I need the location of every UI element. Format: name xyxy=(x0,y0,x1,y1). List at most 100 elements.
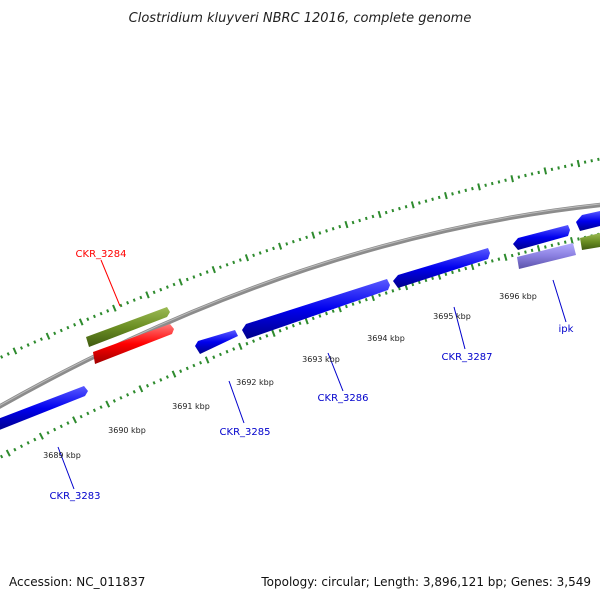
minor-tick xyxy=(504,178,507,182)
major-tick xyxy=(112,304,117,312)
minor-tick xyxy=(285,242,289,246)
minor-tick xyxy=(0,355,4,359)
minor-tick xyxy=(371,214,375,219)
minor-tick xyxy=(364,297,368,302)
leader-ckr-3287 xyxy=(453,306,466,350)
gene-arrow-right-blue[interactable] xyxy=(576,211,600,231)
map-title: Clostridium kluyveri NBRC 12016, complet… xyxy=(129,11,472,26)
minor-tick xyxy=(73,323,77,327)
minor-tick xyxy=(305,235,309,240)
gene-label-ckr-3285[interactable]: CKR_3285 xyxy=(220,427,271,438)
minor-tick xyxy=(33,340,37,344)
minor-tick xyxy=(59,424,63,429)
minor-tick xyxy=(577,237,580,241)
minor-tick xyxy=(524,173,527,178)
minor-tick xyxy=(331,309,335,313)
minor-tick xyxy=(431,197,434,201)
position-label: 3695 kbp xyxy=(433,312,471,321)
minor-tick xyxy=(563,164,567,169)
minor-tick xyxy=(192,363,196,368)
minor-tick xyxy=(86,411,90,416)
minor-tick xyxy=(391,208,395,213)
gene-arrow-ckr-3284[interactable] xyxy=(93,324,174,364)
major-tick xyxy=(344,220,349,229)
minor-tick xyxy=(544,245,547,249)
minor-tick xyxy=(583,160,587,164)
minor-tick xyxy=(185,366,189,371)
minor-tick xyxy=(398,206,401,211)
minor-tick xyxy=(517,175,521,179)
minor-tick xyxy=(0,454,4,459)
minor-tick xyxy=(351,302,355,306)
minor-tick xyxy=(517,252,521,256)
major-tick xyxy=(244,254,250,262)
minor-tick xyxy=(258,336,262,341)
minor-tick xyxy=(192,275,196,279)
minor-tick xyxy=(165,375,169,379)
minor-tick xyxy=(225,349,229,354)
gene-label-ckr-3283[interactable]: CKR_3283 xyxy=(50,491,101,502)
gene-arrow-right-green[interactable] xyxy=(580,233,600,250)
minor-tick xyxy=(19,346,24,350)
genome-summary-text: Topology: circular; Length: 3,896,121 bp… xyxy=(260,575,591,589)
minor-tick xyxy=(39,337,43,341)
gene-label-ckr-3287[interactable]: CKR_3287 xyxy=(442,352,493,363)
minor-tick xyxy=(218,265,222,269)
major-tick xyxy=(377,210,382,219)
minor-tick xyxy=(384,291,388,295)
minor-tick xyxy=(497,257,501,261)
minor-tick xyxy=(570,163,574,167)
gene-label-ckr-3286[interactable]: CKR_3286 xyxy=(318,393,369,404)
major-tick xyxy=(536,245,541,253)
minor-tick xyxy=(537,170,540,175)
minor-tick xyxy=(152,381,156,385)
minor-tick xyxy=(265,334,269,338)
minor-tick xyxy=(510,253,514,258)
gene-arrow-upstream-ipk[interactable] xyxy=(513,225,570,250)
minor-tick xyxy=(199,361,203,365)
leader-ckr-3283 xyxy=(57,446,75,490)
major-tick xyxy=(510,175,514,183)
gene-label-ipk[interactable]: ipk xyxy=(559,324,574,335)
major-tick xyxy=(304,317,309,325)
minor-tick xyxy=(557,166,560,170)
gene-arrow-ckr-3285[interactable] xyxy=(195,330,238,354)
gene-arrow-ckr-3283[interactable] xyxy=(0,386,88,431)
minor-tick xyxy=(86,317,90,321)
minor-tick xyxy=(112,399,116,403)
accession-text: Accession: NC_011837 xyxy=(9,575,145,589)
minor-tick xyxy=(457,268,461,273)
major-tick xyxy=(204,356,210,364)
gene-arrow-ipk[interactable] xyxy=(517,243,576,269)
gene-arrow-ckr-3286[interactable] xyxy=(242,279,390,339)
minor-tick xyxy=(126,393,130,397)
minor-tick xyxy=(285,326,289,330)
major-tick xyxy=(78,318,84,326)
minor-tick xyxy=(325,229,328,233)
minor-tick xyxy=(185,277,189,282)
gene-arrow-ckr-3287[interactable] xyxy=(393,248,490,288)
minor-tick xyxy=(92,408,97,413)
minor-tick xyxy=(119,303,123,308)
minor-tick xyxy=(298,237,302,242)
minor-tick xyxy=(490,181,494,186)
minor-tick xyxy=(53,427,57,432)
major-tick xyxy=(576,159,581,168)
minor-tick xyxy=(424,199,428,203)
position-label: 3696 kbp xyxy=(499,292,537,301)
gene-label-ckr-3284[interactable]: CKR_3284 xyxy=(76,249,127,260)
minor-tick xyxy=(563,240,567,244)
leader-ckr-3286 xyxy=(327,352,344,392)
minor-tick xyxy=(318,231,322,235)
minor-tick xyxy=(444,272,448,276)
minor-tick xyxy=(338,224,342,229)
minor-tick xyxy=(364,216,368,221)
major-tick xyxy=(444,192,448,200)
minor-tick xyxy=(205,270,209,274)
minor-tick xyxy=(437,195,441,200)
major-tick xyxy=(211,265,216,274)
gene-arrow-ckr-3284-other[interactable] xyxy=(86,307,170,347)
minor-tick xyxy=(490,259,494,263)
minor-tick xyxy=(550,243,554,248)
minor-tick xyxy=(451,192,454,196)
